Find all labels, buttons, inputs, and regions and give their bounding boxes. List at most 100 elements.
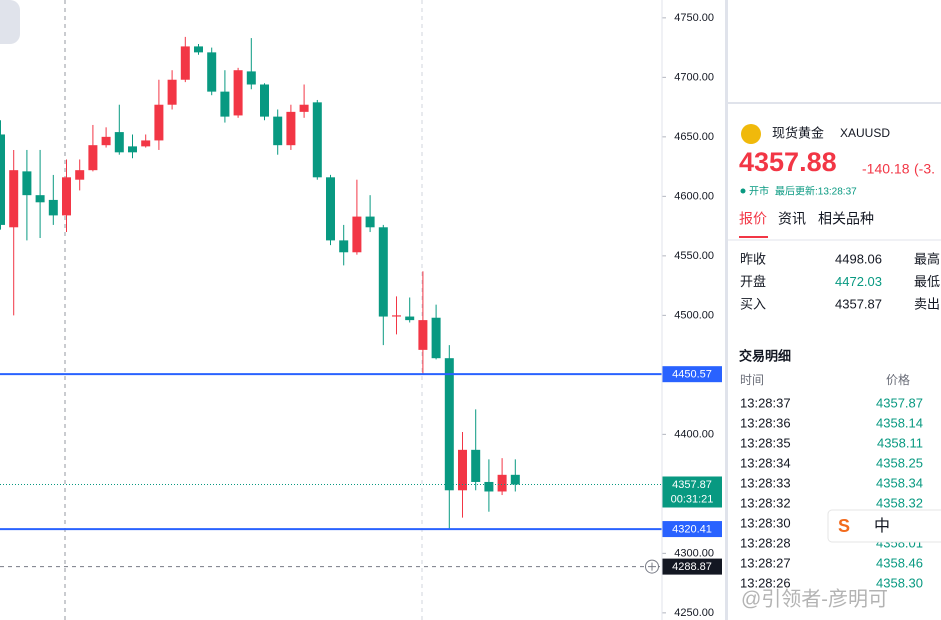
candle-body bbox=[339, 240, 349, 253]
quote-label: 最低 bbox=[914, 274, 940, 289]
candle-body bbox=[444, 358, 454, 491]
candle-body bbox=[101, 136, 111, 146]
price-change-percent: (-3. bbox=[914, 161, 935, 177]
ime-mode[interactable]: 中 bbox=[874, 517, 890, 535]
quote-value: 4498.06 bbox=[835, 251, 882, 266]
crosshair-label: 4288.87 bbox=[672, 561, 712, 573]
candle-body bbox=[510, 474, 520, 485]
candle-body bbox=[405, 316, 415, 321]
divider[interactable] bbox=[725, 0, 728, 620]
plot: 4250.004300.004350.004400.004450.004500.… bbox=[0, 12, 722, 619]
quote-label: 卖出 bbox=[914, 296, 940, 311]
symbol-logo bbox=[741, 124, 761, 144]
trade-time: 13:28:28 bbox=[740, 535, 791, 550]
candle-body bbox=[392, 315, 401, 317]
trade-price: 4358.46 bbox=[876, 555, 923, 570]
candle-body bbox=[378, 227, 388, 317]
ime-toolbar[interactable] bbox=[827, 509, 941, 543]
countdown-label: 00:31:21 bbox=[671, 493, 714, 505]
candle-body bbox=[418, 320, 428, 350]
candle-body bbox=[22, 171, 32, 196]
candle-body bbox=[312, 102, 322, 178]
trades-header: 价格 bbox=[886, 372, 910, 387]
quote-label: 昨收 bbox=[740, 251, 766, 266]
trade-price: 4358.14 bbox=[876, 415, 923, 430]
quote-label: 买入 bbox=[740, 296, 766, 311]
trade-price: 4358.25 bbox=[876, 455, 923, 470]
price-label: 4450.57 bbox=[672, 369, 712, 381]
candle-body bbox=[233, 70, 243, 116]
price-label: 4320.41 bbox=[672, 523, 712, 535]
last-updated: 最后更新:13:28:37 bbox=[775, 185, 857, 198]
candle-body bbox=[220, 91, 230, 117]
trade-time: 13:28:30 bbox=[740, 515, 791, 530]
tab[interactable]: 报价 bbox=[739, 211, 767, 227]
candle-body bbox=[62, 177, 71, 216]
trades-title: 交易明细 bbox=[739, 348, 791, 363]
tab[interactable]: 相关品种 bbox=[818, 211, 874, 227]
y-tick-label: 4750.00 bbox=[674, 12, 714, 24]
current-price-box bbox=[662, 476, 722, 508]
tab-underline bbox=[739, 236, 768, 238]
candle-body bbox=[88, 145, 98, 171]
trade-time: 13:28:36 bbox=[740, 415, 791, 430]
candle-body bbox=[273, 116, 283, 146]
price-label-box bbox=[662, 366, 722, 383]
toolbar-button[interactable] bbox=[0, 0, 20, 44]
crosshair-label-box bbox=[662, 558, 722, 575]
candle-body bbox=[9, 170, 19, 228]
candle-body bbox=[326, 177, 335, 241]
candle-body bbox=[167, 79, 177, 105]
candle-body bbox=[114, 132, 124, 153]
candle-body bbox=[194, 46, 203, 53]
y-tick-label: 4500.00 bbox=[674, 309, 714, 321]
current-price-label: 4357.87 bbox=[672, 479, 712, 491]
candle-body bbox=[458, 449, 467, 491]
y-tick-label: 4300.00 bbox=[674, 547, 714, 559]
y-tick-label: 4700.00 bbox=[674, 71, 714, 83]
symbol-name[interactable]: 现货黄金 bbox=[772, 125, 824, 140]
candle-body bbox=[35, 195, 45, 203]
candle-body bbox=[352, 216, 362, 253]
candle-body bbox=[260, 84, 269, 117]
candle-body bbox=[484, 481, 494, 492]
trade-price: 4357.87 bbox=[876, 395, 923, 410]
ime-logo: S bbox=[838, 516, 850, 536]
y-tick-label: 4650.00 bbox=[674, 131, 714, 143]
trade-time: 13:28:35 bbox=[740, 435, 791, 450]
side-panel: 现货黄金 XAUUSD 4357.88 -140.18 (-3. 开市 最后更新… bbox=[728, 102, 941, 590]
overlay: S 中 @引领者-彦明可 bbox=[741, 509, 941, 610]
add-alert-icon bbox=[648, 562, 656, 571]
market-status: 开市 bbox=[749, 185, 769, 198]
price-change: -140.18 bbox=[862, 161, 910, 177]
candle-body bbox=[299, 104, 309, 112]
candle-body bbox=[0, 134, 5, 225]
candle-body bbox=[286, 111, 296, 146]
candle-body bbox=[246, 71, 256, 85]
candle-body bbox=[471, 449, 481, 482]
candle-body bbox=[365, 216, 375, 228]
trade-time: 13:28:27 bbox=[740, 555, 791, 570]
candle-body bbox=[207, 52, 217, 92]
symbol-code: XAUUSD bbox=[840, 126, 890, 140]
tab[interactable]: 资讯 bbox=[778, 211, 806, 227]
status-dot bbox=[740, 188, 746, 194]
trade-price: 4358.34 bbox=[876, 475, 923, 490]
candle-body bbox=[75, 170, 85, 180]
candle-body bbox=[154, 104, 164, 141]
candle-body bbox=[180, 46, 190, 80]
trade-time: 13:28:26 bbox=[740, 575, 791, 590]
candle-body bbox=[431, 317, 441, 359]
trade-price: 4358.30 bbox=[876, 575, 923, 590]
quote-label: 最高 bbox=[914, 251, 940, 266]
y-tick-label: 4550.00 bbox=[674, 250, 714, 262]
trade-time: 13:28:34 bbox=[740, 455, 791, 470]
watermark: @引领者-彦明可 bbox=[741, 587, 888, 610]
last-price: 4357.88 bbox=[739, 147, 837, 177]
y-tick-label: 4400.00 bbox=[674, 428, 714, 440]
quote-label: 开盘 bbox=[740, 274, 766, 289]
candle-body bbox=[48, 199, 58, 216]
trade-time: 13:28:32 bbox=[740, 495, 791, 510]
trade-time: 13:28:37 bbox=[740, 395, 791, 410]
